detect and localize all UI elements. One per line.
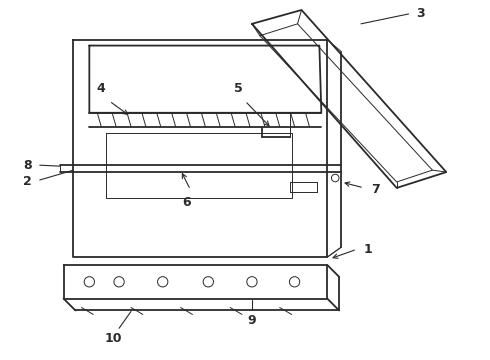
Text: 9: 9	[247, 314, 256, 328]
Text: 1: 1	[364, 243, 373, 256]
Text: 8: 8	[23, 159, 32, 172]
Text: 3: 3	[416, 8, 425, 21]
Text: 10: 10	[104, 332, 122, 345]
Text: 6: 6	[182, 196, 191, 209]
Text: 2: 2	[23, 175, 32, 189]
Text: 5: 5	[234, 82, 243, 95]
Text: 7: 7	[371, 183, 380, 197]
Text: 4: 4	[97, 82, 106, 95]
